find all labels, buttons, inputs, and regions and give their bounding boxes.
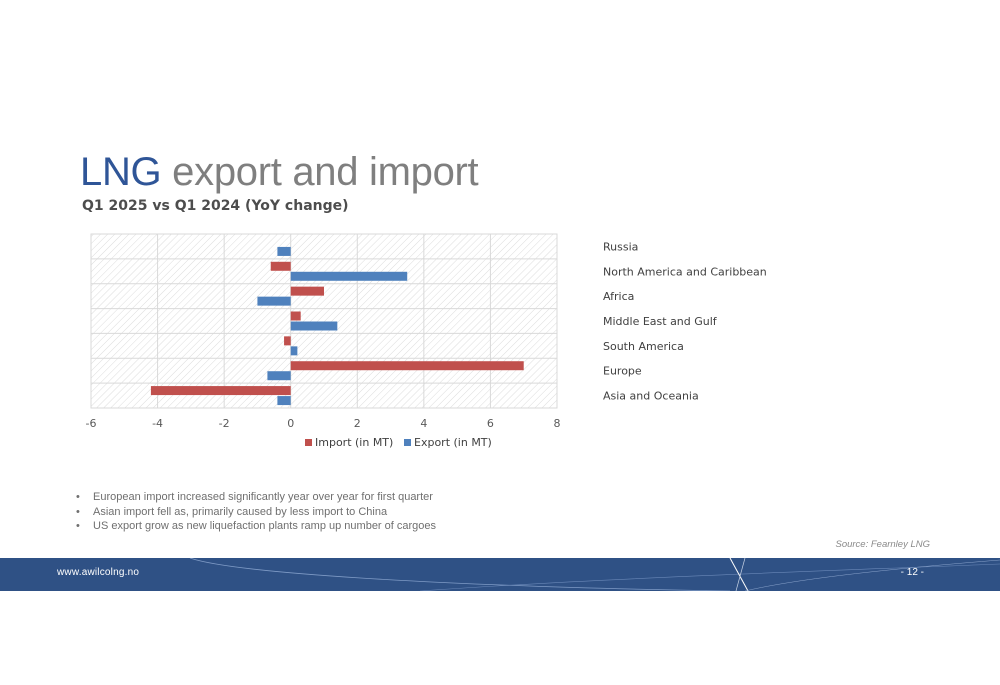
category-label: Asia and Oceania: [603, 390, 699, 403]
import-bar-north-america-and-caribbean: [270, 261, 291, 271]
page-number: - 12 -: [900, 567, 924, 578]
bar-chart: -6 -4 -2 0 2 4 6 8 Russia North America and Cari…: [86, 233, 767, 449]
category-label: Russia: [603, 240, 638, 253]
export-bar-asia-and-oceania: [277, 396, 291, 406]
source-note: Source: Fearnley LNG: [835, 539, 930, 550]
footer-bar: www.awilcolng.no - 12 -: [0, 558, 1000, 591]
legend: Import (in MT) Export (in MT): [305, 436, 492, 449]
title-rest: export and import: [161, 150, 479, 194]
legend-swatch: [404, 439, 411, 446]
bullet-item: • US export grow as new liquefaction plan…: [76, 520, 437, 532]
category-label: Africa: [603, 290, 634, 303]
category-label: South America: [603, 340, 684, 353]
category-label: Europe: [603, 365, 642, 378]
bullet-list: • European import increased significantly…: [76, 490, 436, 534]
x-tick-label: 2: [354, 417, 361, 430]
bullet-item: • Asian import fell as, primarily caused …: [76, 505, 388, 518]
legend-swatch: [305, 439, 312, 446]
category-label: Middle East and Gulf: [603, 315, 718, 328]
x-tick-label: -4: [152, 417, 163, 430]
export-bar-middle-east-and-gulf: [290, 321, 338, 331]
x-tick-label: 8: [554, 417, 561, 430]
x-tick-label: 6: [487, 417, 494, 430]
export-bar-africa: [257, 296, 291, 306]
category-labels: Russia North America and Caribbean Africa M…: [603, 240, 767, 402]
category-label: North America and Caribbean: [603, 265, 767, 278]
bullet-item: • European import increased significantly…: [76, 491, 433, 503]
x-tick-label: -2: [219, 417, 230, 430]
import-bar-south-america: [284, 336, 291, 346]
plot-area: [90, 233, 558, 409]
export-bar-europe: [267, 371, 291, 381]
x-tick-labels: -6 -4 -2 0 2 4 6 8: [86, 417, 561, 430]
export-bar-south-america: [290, 346, 298, 356]
gridlines: [90, 234, 558, 408]
title-accent: LNG: [80, 150, 162, 194]
import-bar-europe: [290, 361, 524, 371]
import-bar-asia-and-oceania: [150, 386, 291, 396]
footer-url-link[interactable]: www.awilcolng.no: [57, 567, 140, 578]
slide-title: LNG export and import: [80, 150, 479, 195]
legend-label: Import (in MT): [315, 436, 393, 449]
legend-label: Export (in MT): [414, 436, 492, 449]
x-tick-label: 0: [287, 417, 294, 430]
export-bar-north-america-and-caribbean: [290, 271, 408, 281]
chart-subtitle: Q1 2025 vs Q1 2024 (YoY change): [82, 198, 349, 214]
export-bar-russia: [277, 246, 291, 256]
import-bar-africa: [290, 286, 324, 296]
footer-decoration: [189, 558, 1000, 591]
import-bar-middle-east-and-gulf: [290, 311, 301, 321]
x-tick-label: 4: [420, 417, 427, 430]
bars: [150, 246, 524, 406]
x-tick-label: -6: [86, 417, 97, 430]
